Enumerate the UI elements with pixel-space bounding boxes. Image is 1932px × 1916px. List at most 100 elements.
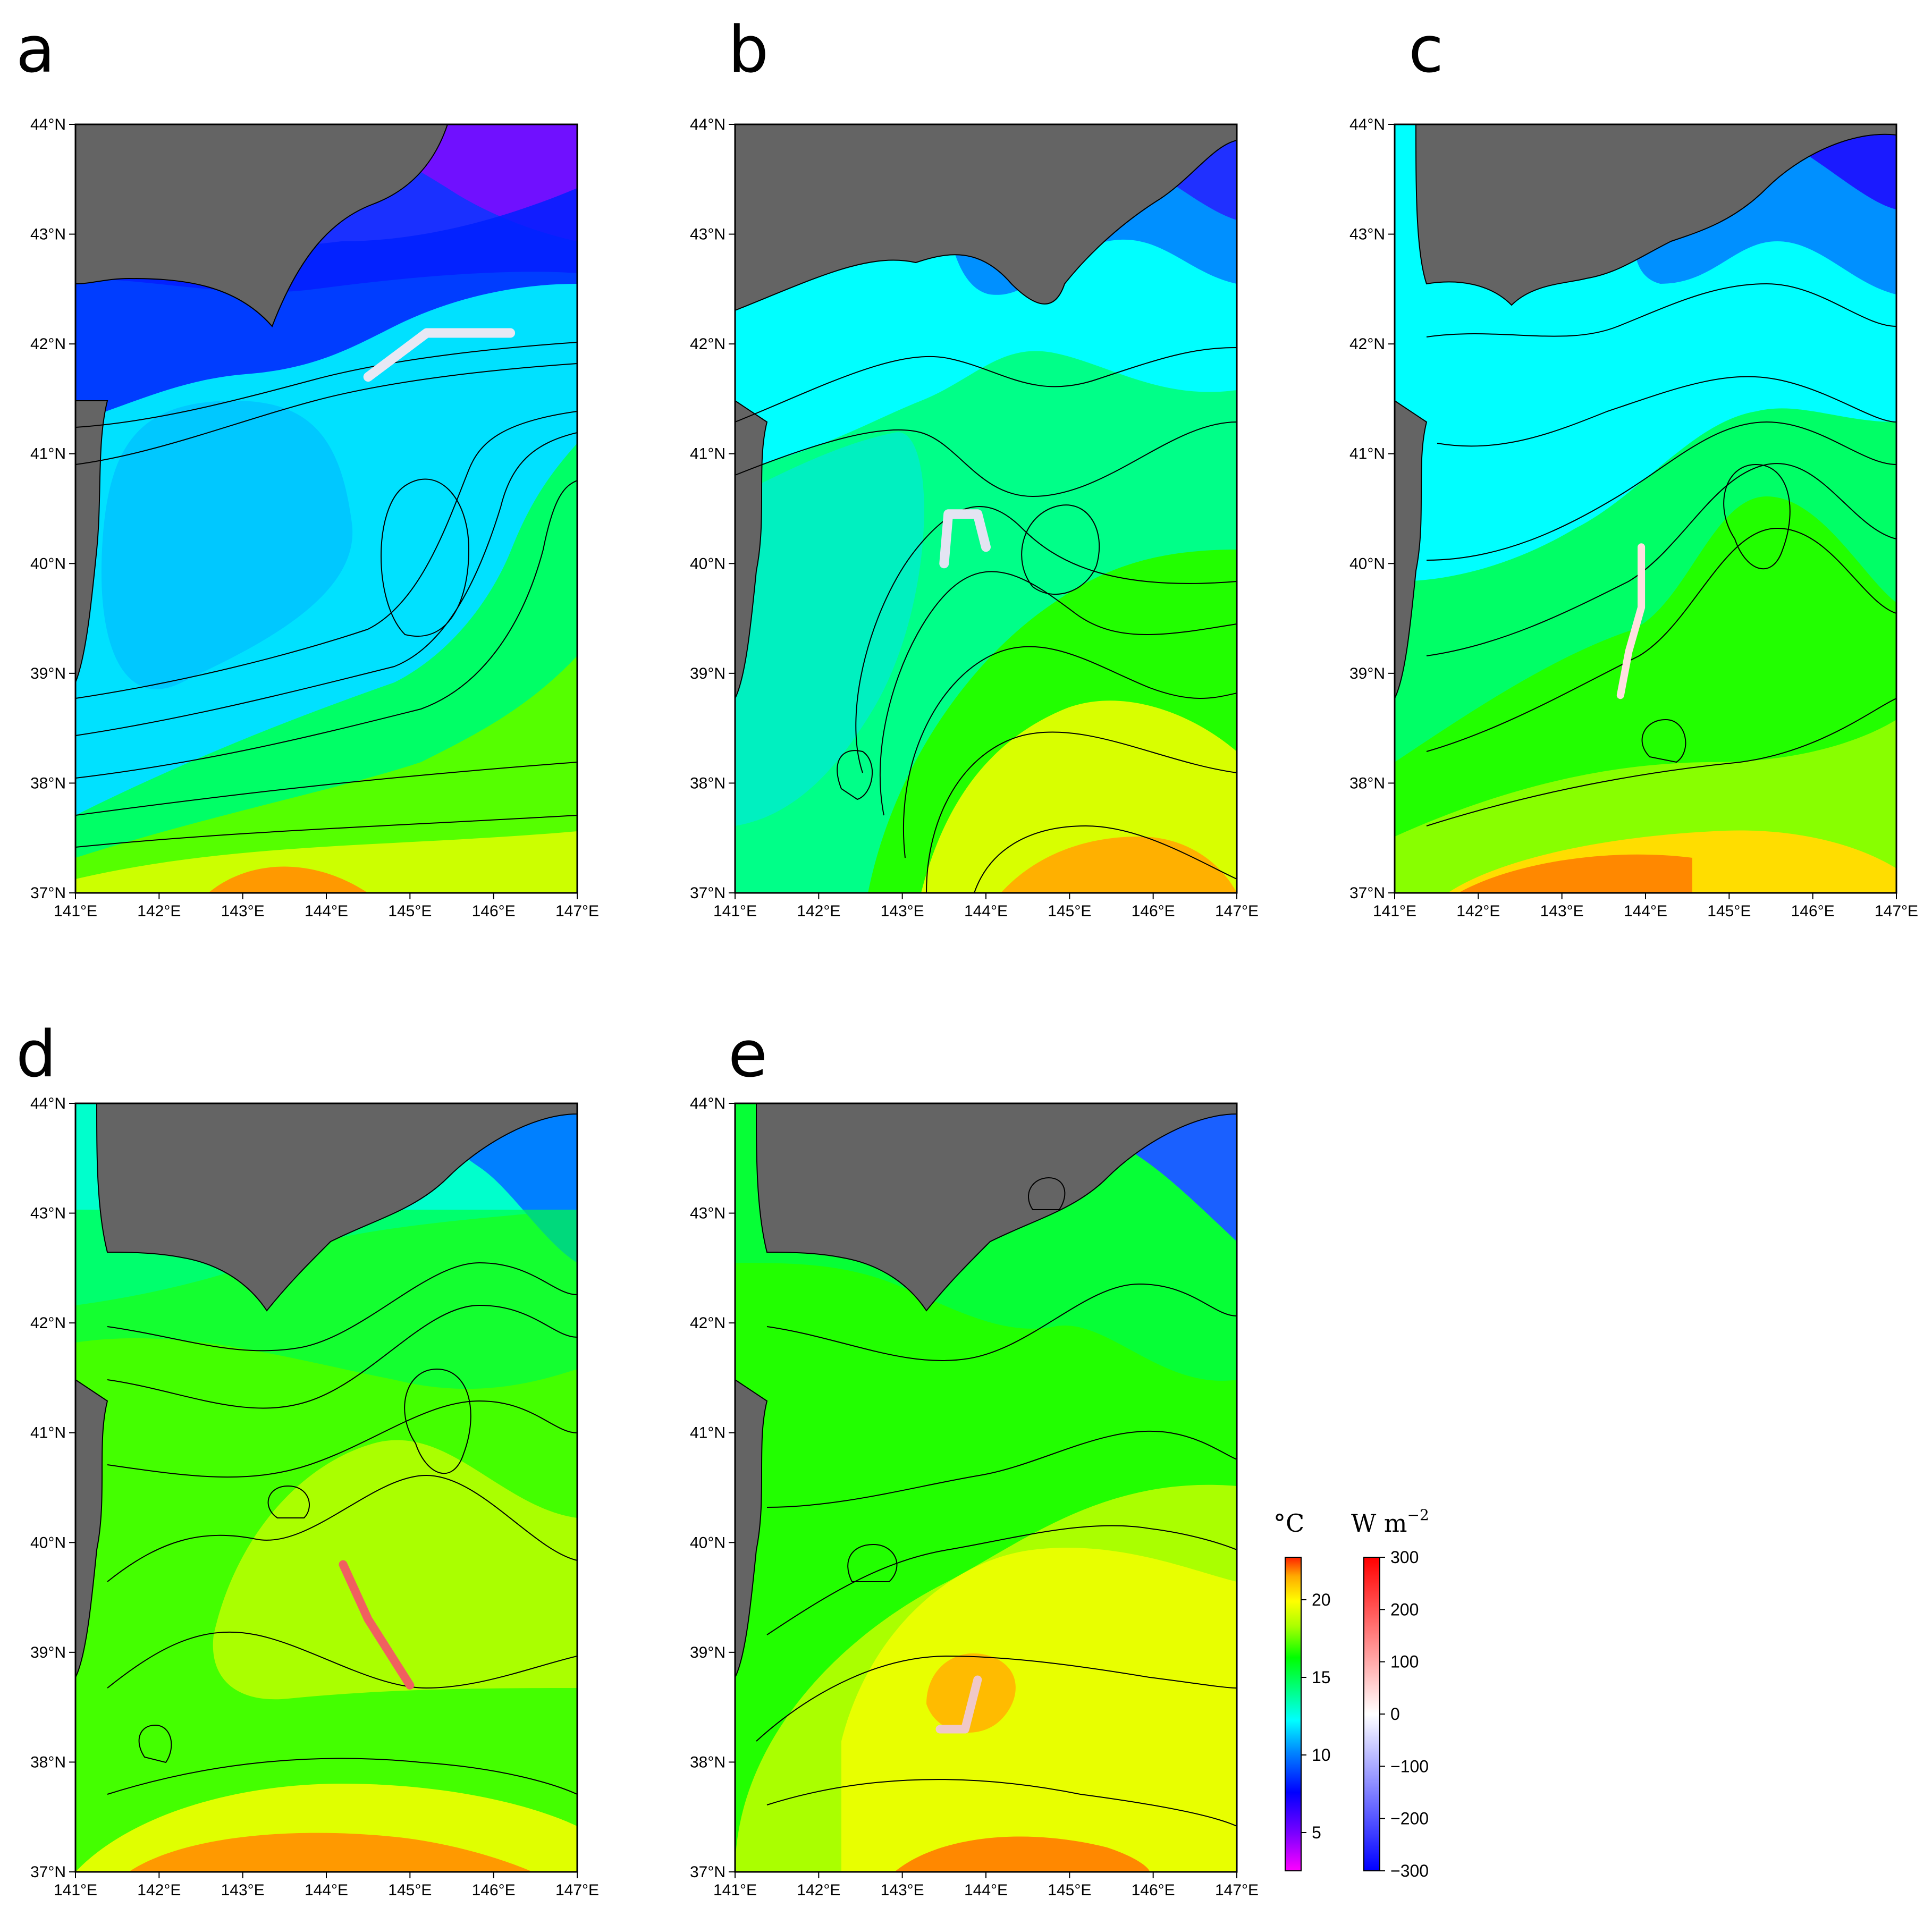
x-tick-label: 147°E — [555, 1881, 599, 1899]
x-tick-label: 146°E — [1791, 902, 1835, 920]
y-tick-label: 40°N — [1349, 555, 1385, 572]
y-tick-label: 40°N — [690, 1534, 725, 1551]
x-tick-label: 142°E — [137, 902, 181, 920]
x-tick-label: 147°E — [1215, 1881, 1259, 1899]
x-tick-label: 141°E — [54, 1881, 97, 1899]
contours — [1426, 283, 1896, 826]
sst-yellow-lime — [213, 1440, 577, 1700]
x-tick-label: 144°E — [964, 1881, 1008, 1899]
y-tick-label: 39°N — [690, 1644, 725, 1661]
y-tick-label: 38°N — [1349, 774, 1385, 792]
y-tick-label: 39°N — [30, 665, 66, 682]
x-tick-label: 146°E — [1132, 1881, 1175, 1899]
sst-blue-north — [75, 188, 577, 422]
y-tick-label: 44°N — [30, 116, 66, 133]
sst-orange-south — [895, 1836, 1150, 1872]
y-tick-label: 42°N — [690, 1314, 725, 1332]
x-tick-label: 141°E — [54, 902, 97, 920]
x-tick-label: 143°E — [221, 902, 265, 920]
x-tick-label: 147°E — [1215, 902, 1259, 920]
contours — [107, 1262, 577, 1795]
x-tick-label: 144°E — [305, 902, 348, 920]
colorbar-tick-label: −200 — [1390, 1809, 1429, 1828]
x-tick-label: 143°E — [881, 902, 924, 920]
colorbar-tick-label: 300 — [1390, 1548, 1419, 1567]
y-tick-label: 40°N — [690, 555, 725, 572]
x-tick-label: 142°E — [797, 1881, 840, 1899]
x-tick-label: 141°E — [1373, 902, 1416, 920]
x-tick-label: 141°E — [713, 1881, 757, 1899]
colorbar-tick-label: 0 — [1390, 1704, 1400, 1724]
colorbar-flux-unit: W m−2 — [1351, 1506, 1429, 1538]
colorbar-temperature: °C 20 15 10 5 — [1273, 1509, 1331, 1871]
x-tick-label: 145°E — [388, 902, 432, 920]
y-tick-label: 38°N — [30, 1753, 66, 1771]
axis-ticks: 141°E 142°E 143°E 144°E 145°E 146°E 147°E 44°N 4… — [30, 116, 1918, 1899]
colorbar-temp-unit: °C — [1273, 1509, 1304, 1538]
colorbar-temp-scale — [1285, 1557, 1302, 1871]
x-tick-label: 144°E — [305, 1881, 348, 1899]
y-tick-label: 41°N — [30, 1424, 66, 1442]
y-tick-label: 44°N — [30, 1095, 66, 1112]
y-tick-label: 43°N — [30, 226, 66, 243]
land-coast — [735, 1379, 768, 1678]
panel-c — [1394, 123, 1897, 894]
panel-d — [74, 1102, 578, 1873]
colorbar-tick-label: 100 — [1390, 1652, 1419, 1672]
colorbar-flux-unit-exp: −2 — [1407, 1506, 1429, 1524]
y-tick-label: 39°N — [30, 1644, 66, 1661]
y-tick-label: 41°N — [30, 445, 66, 463]
panel-letter-d: d — [16, 1018, 56, 1092]
y-tick-label: 41°N — [1349, 445, 1385, 463]
ship-track — [363, 328, 516, 382]
y-tick-label: 41°N — [690, 1424, 725, 1442]
land-coast — [75, 1379, 108, 1678]
x-tick-label: 146°E — [1132, 902, 1175, 920]
sst-orange — [129, 1833, 533, 1872]
x-tick-label: 145°E — [1048, 902, 1091, 920]
x-tick-label: 145°E — [1048, 1881, 1091, 1899]
y-tick-label: 39°N — [690, 665, 725, 682]
x-tick-label: 147°E — [555, 902, 599, 920]
panel-letter-b: b — [728, 13, 769, 87]
contours — [75, 342, 577, 848]
y-tick-label: 42°N — [30, 1314, 66, 1332]
x-tick-label: 143°E — [221, 1881, 265, 1899]
panel-letter-e: e — [728, 1018, 767, 1092]
colorbar-tick-label: 5 — [1312, 1823, 1321, 1842]
land — [1415, 124, 1896, 306]
sst-light-teal — [735, 432, 924, 826]
x-tick-label: 147°E — [1875, 902, 1918, 920]
ship-track — [1616, 543, 1646, 699]
panel-letter-a: a — [16, 13, 55, 87]
contours — [756, 1177, 1237, 1827]
y-tick-label: 44°N — [690, 1095, 725, 1112]
contours — [735, 347, 1237, 893]
ship-track — [939, 509, 991, 569]
land-coast — [735, 400, 768, 699]
land — [756, 1103, 1237, 1312]
colorbar-flux: W m−2 300 200 100 0 −100 −200 −300 — [1351, 1506, 1429, 1880]
colorbar-flux-ticks: 300 200 100 0 −100 −200 −300 — [1380, 1548, 1429, 1880]
sst-orange — [1458, 854, 1692, 893]
x-tick-label: 144°E — [1624, 902, 1667, 920]
x-tick-label: 145°E — [1707, 902, 1751, 920]
sst-yellow — [841, 1547, 1237, 1872]
y-tick-label: 42°N — [690, 335, 725, 353]
y-tick-label: 37°N — [1349, 884, 1385, 902]
land-coast — [1395, 400, 1428, 699]
x-tick-label: 146°E — [472, 902, 516, 920]
y-tick-label: 37°N — [690, 884, 725, 902]
y-tick-label: 38°N — [690, 1753, 725, 1771]
x-tick-label: 142°E — [1456, 902, 1500, 920]
colorbar-tick-label: 15 — [1312, 1668, 1331, 1687]
sst-lime — [75, 656, 577, 893]
y-tick-label: 42°N — [30, 335, 66, 353]
y-tick-label: 43°N — [30, 1205, 66, 1222]
sst-light-cyan — [101, 401, 353, 689]
y-tick-label: 44°N — [1349, 116, 1385, 133]
colorbar-tick-label: 10 — [1312, 1745, 1331, 1765]
y-tick-label: 39°N — [1349, 665, 1385, 682]
x-tick-label: 145°E — [388, 1881, 432, 1899]
